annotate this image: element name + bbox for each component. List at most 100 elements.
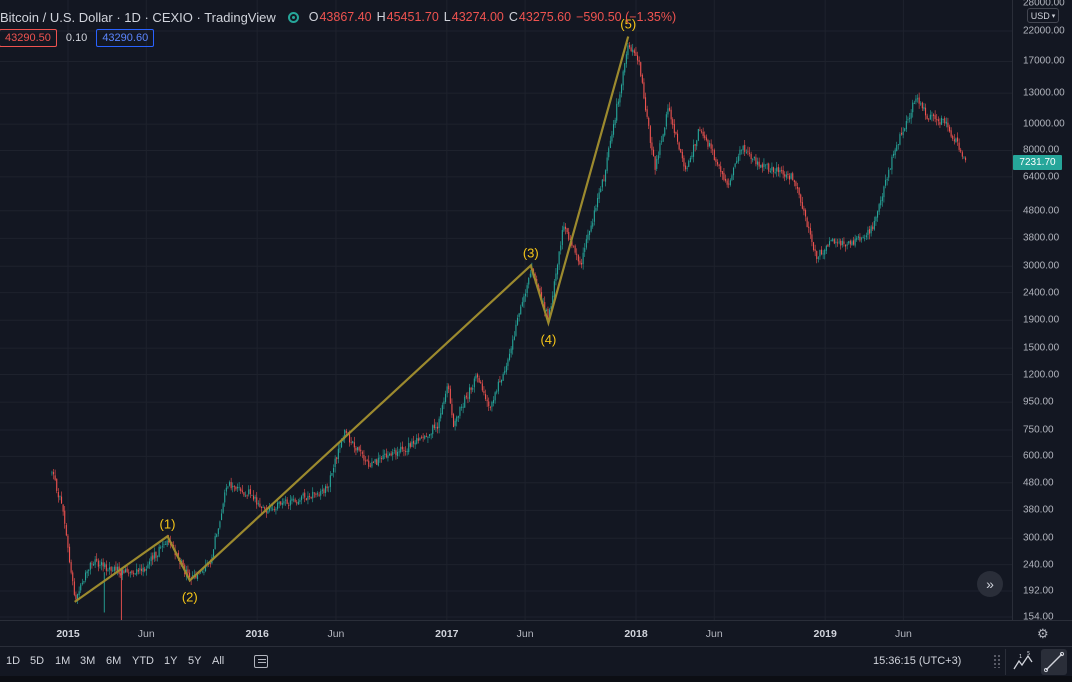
candle-body: [177, 552, 179, 558]
candle-body: [753, 156, 755, 159]
price-axis[interactable]: 28000.00 22000.00 17000.00 13000.00 10000.00…: [1012, 0, 1072, 623]
candle-body: [691, 155, 693, 158]
candle-body: [380, 458, 383, 459]
price-tick-label: 3800.00: [1023, 232, 1060, 244]
candle-body: [411, 441, 413, 447]
double-chevron-right-icon[interactable]: »: [977, 571, 1003, 597]
drag-handle-icon[interactable]: [993, 654, 1001, 668]
candle-body: [331, 473, 333, 476]
candle-body: [240, 488, 242, 491]
candle-body: [345, 430, 347, 433]
candle-body: [489, 407, 491, 408]
time-axis[interactable]: 2015 Jun 2016 Jun 2017 Jun 2018 Jun 2019 Jun ⚙: [0, 620, 1072, 646]
candle-body: [856, 237, 858, 240]
candle-body: [641, 74, 643, 83]
candle-body: [444, 393, 447, 402]
candle-body: [721, 171, 723, 175]
candle-body: [948, 126, 951, 132]
bid-price-button[interactable]: 43290.50: [0, 29, 57, 47]
symbol-title[interactable]: Bitcoin / U.S. Dollar · 1D · CEXIO · Tra…: [0, 9, 276, 25]
high-key: H: [376, 10, 386, 24]
candle-body: [529, 273, 531, 277]
range-button-5d[interactable]: 5D: [30, 655, 45, 667]
elliott-wave-line[interactable]: [74, 36, 630, 603]
candle-body: [324, 486, 327, 493]
elliott-wave-icon[interactable]: 1 5: [1010, 649, 1036, 675]
candle-body: [563, 226, 565, 231]
candle-body: [929, 114, 931, 120]
candle-body: [854, 238, 856, 246]
candle-body: [243, 492, 245, 496]
candle-body: [264, 507, 266, 510]
range-button-6m[interactable]: 6M: [106, 655, 122, 667]
candle-body: [673, 124, 675, 133]
candle-body: [737, 156, 739, 162]
candlestick-chart[interactable]: (1) (2) (3) (4) (5): [0, 0, 1012, 620]
compare-icon[interactable]: [254, 655, 268, 668]
candle-body: [868, 229, 871, 234]
candle-body: [468, 387, 471, 399]
candle-body: [622, 71, 624, 86]
range-button-5y[interactable]: 5Y: [188, 655, 202, 667]
candle-body: [236, 486, 239, 489]
range-button-3m[interactable]: 3M: [80, 655, 96, 667]
candle-body: [448, 385, 450, 390]
clock-time[interactable]: 15:36:15 (UTC+3): [873, 655, 962, 667]
candle-body: [840, 240, 842, 246]
candle-body: [51, 472, 53, 474]
candle-body: [585, 239, 587, 248]
candle-body: [275, 509, 277, 511]
candle-body: [272, 508, 274, 510]
candle-body: [857, 236, 859, 238]
range-button-1y[interactable]: 1Y: [164, 655, 178, 667]
candle-body: [782, 169, 784, 175]
candle-body: [740, 149, 743, 151]
range-button-1m[interactable]: 1M: [55, 655, 71, 667]
candle-body: [187, 569, 189, 574]
candle-body: [377, 457, 379, 466]
candle-body: [830, 240, 832, 242]
chart-area[interactable]: (1) (2) (3) (4) (5): [0, 0, 1012, 620]
candle-body: [944, 117, 946, 124]
candle-body: [699, 129, 701, 131]
range-button-ytd[interactable]: YTD: [132, 655, 154, 667]
trendline-icon[interactable]: [1041, 649, 1067, 675]
candle-body: [604, 170, 607, 182]
range-button-all[interactable]: All: [212, 655, 225, 667]
range-button-1d[interactable]: 1D: [6, 655, 21, 667]
candle-body: [382, 454, 384, 460]
candle-body: [358, 447, 360, 451]
price-tick-label: 600.00: [1023, 450, 1054, 462]
candle-body: [142, 567, 144, 572]
candle-body: [804, 210, 807, 217]
candle-body: [838, 241, 840, 243]
candle-body: [416, 437, 418, 444]
candle-body: [832, 238, 834, 242]
candle-body: [569, 239, 571, 240]
ask-price-button[interactable]: 43290.60: [96, 29, 155, 47]
candle-body: [472, 387, 474, 390]
candle-body: [297, 501, 299, 505]
candle-body: [742, 145, 744, 151]
candle-body: [790, 173, 792, 179]
candle-body: [820, 249, 823, 255]
candle-body: [950, 130, 952, 137]
candle-body: [460, 406, 463, 408]
candle-body: [441, 405, 443, 415]
candle-body: [355, 447, 357, 451]
candle-body: [518, 313, 520, 317]
candle-body: [638, 60, 640, 62]
candle-body: [54, 475, 56, 480]
candle-body: [716, 161, 719, 165]
candle-body: [806, 217, 808, 228]
candle-body: [768, 163, 770, 172]
currency-selector[interactable]: USD ▾: [1027, 8, 1059, 23]
candle-body: [451, 404, 453, 416]
price-tick-label: 1900.00: [1023, 314, 1060, 326]
candle-body: [680, 148, 682, 153]
candle-body: [580, 262, 583, 265]
candle-body: [748, 152, 751, 154]
candle-body: [908, 118, 911, 119]
gear-icon[interactable]: ⚙: [1037, 626, 1049, 641]
candle-body: [374, 459, 376, 463]
